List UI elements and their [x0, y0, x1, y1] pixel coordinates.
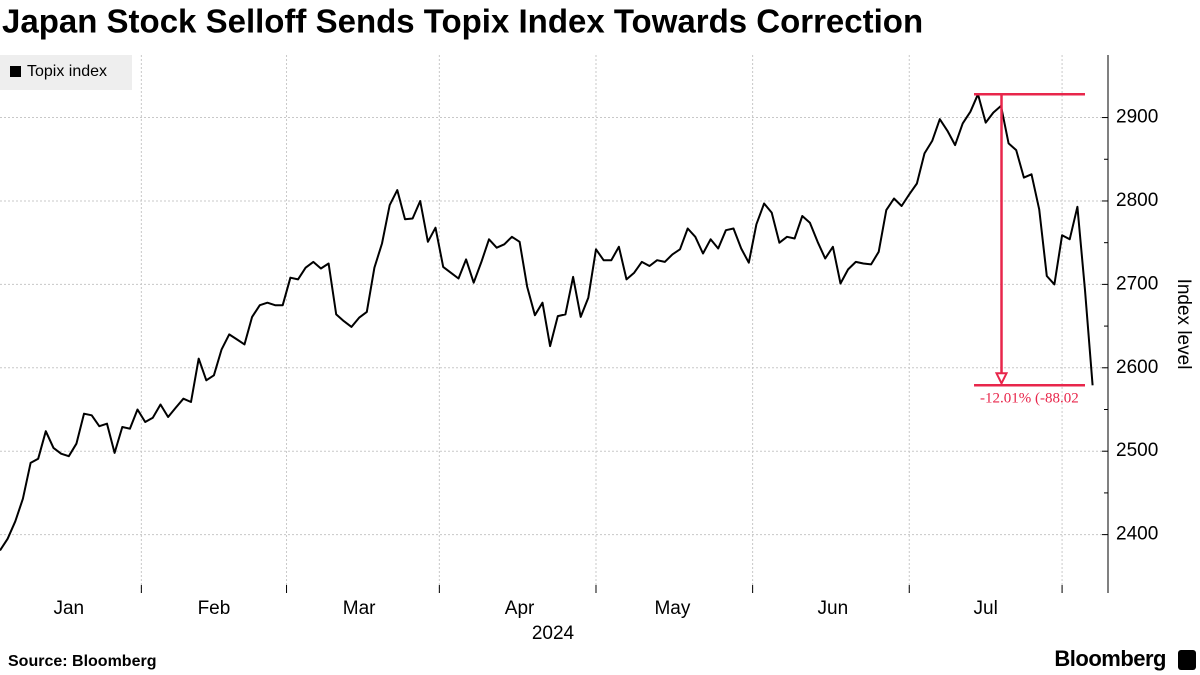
- chart-title: Japan Stock Selloff Sends Topix Index To…: [2, 3, 923, 40]
- x-tick-label: Jul: [974, 598, 998, 619]
- x-tick-label: May: [654, 598, 690, 619]
- brand-icon: [1178, 650, 1196, 670]
- x-tick-label: Apr: [505, 598, 535, 619]
- y-tick-label: 2400: [1116, 524, 1158, 545]
- brand: Bloomberg: [1054, 646, 1166, 671]
- legend-box: [0, 55, 132, 90]
- annotation: -12.01% (-88.02: [974, 92, 1085, 407]
- legend: Topix index: [0, 55, 132, 90]
- annotation-label: -12.01% (-88.02: [980, 391, 1079, 407]
- legend-label: Topix index: [27, 63, 107, 80]
- x-tick-label: Jun: [818, 598, 849, 619]
- y-tick-label: 2700: [1116, 273, 1158, 294]
- y-tick-label: 2600: [1116, 357, 1158, 378]
- data-line: [0, 93, 1094, 552]
- x-tick-label: Mar: [343, 598, 376, 619]
- x-tick-label: Feb: [198, 598, 231, 619]
- x-axis-label: 2024: [532, 623, 575, 644]
- y-tick-label: 2900: [1116, 107, 1158, 128]
- y-axis-label: Index level: [1173, 279, 1194, 370]
- y-tick-label: 2800: [1116, 190, 1158, 211]
- x-tick-label: Jan: [53, 598, 84, 619]
- legend-swatch: [10, 66, 21, 77]
- source: Source: Bloomberg: [8, 653, 156, 670]
- annotation-arrowhead: [994, 372, 1009, 386]
- y-tick-label: 2500: [1116, 440, 1158, 461]
